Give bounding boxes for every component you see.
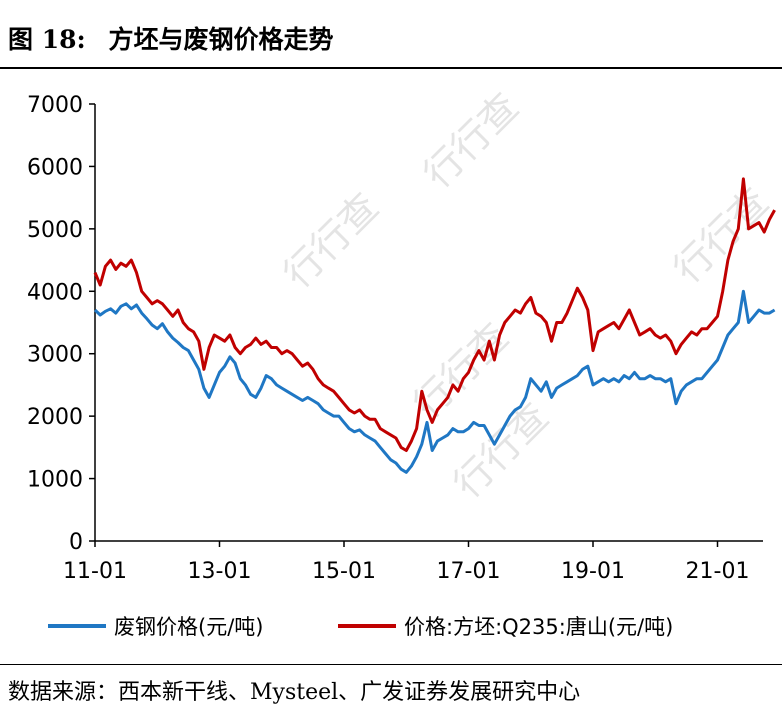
legend-label: 价格:方坯:Q235:唐山(元/吨) xyxy=(404,615,673,639)
y-tick-label: 1000 xyxy=(27,468,83,493)
chart-title: 图 18: 方坯与废钢价格走势 xyxy=(8,20,333,56)
watermark-text: 行行查 xyxy=(445,395,557,507)
x-tick-label: 19-01 xyxy=(561,559,625,584)
y-tick-label: 6000 xyxy=(27,155,83,180)
figure-label: 图 18: xyxy=(8,25,86,54)
watermark-text: 行行查 xyxy=(665,180,777,292)
title-text: 方坯与废钢价格走势 xyxy=(108,25,334,54)
billet-price-line xyxy=(93,177,776,452)
chart-series xyxy=(93,177,776,474)
y-tick-label: 7000 xyxy=(27,93,83,118)
watermark-text: 行行查 xyxy=(275,185,387,297)
y-tick-label: 0 xyxy=(69,530,83,555)
x-tick-label: 15-01 xyxy=(312,559,376,584)
source-rule xyxy=(0,664,782,665)
scrap-price-line xyxy=(93,289,776,474)
chart-axes: 0 1000 2000 3000 4000 5000 6000 7000 11-01 13-01 1… xyxy=(27,93,763,584)
y-tick-label: 2000 xyxy=(27,405,83,430)
x-tick-label: 13-01 xyxy=(188,559,252,584)
x-tick-label: 21-01 xyxy=(686,559,750,584)
y-tick-label: 5000 xyxy=(27,218,83,243)
x-tick-label: 17-01 xyxy=(437,559,501,584)
x-tick-label: 11-01 xyxy=(63,559,127,584)
legend-label: 废钢价格(元/吨) xyxy=(114,615,263,639)
title-rule xyxy=(0,67,782,69)
chart-legend: 废钢价格(元/吨) 价格:方坯:Q235:唐山(元/吨) xyxy=(48,615,673,639)
source-note: 数据来源：西本新干线、Mysteel、广发证券发展研究中心 xyxy=(8,680,581,705)
y-tick-label: 4000 xyxy=(27,280,83,305)
watermark-text: 行行查 xyxy=(415,85,527,197)
y-tick-label: 3000 xyxy=(27,343,83,368)
